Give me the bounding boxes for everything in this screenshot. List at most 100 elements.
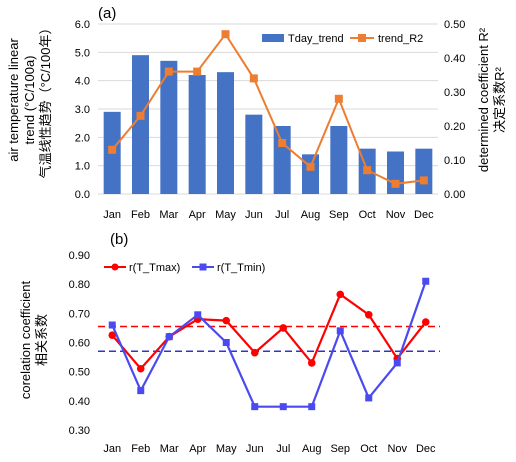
panel-a-left-ticks: 0.0 1.0 2.0 3.0 4.0 5.0 6.0: [75, 19, 90, 201]
panel-b-xtick-apr: Apr: [189, 443, 206, 455]
panel-a-y2label-line-2: 决定系数R²: [492, 66, 507, 132]
panel-a-right-axis-title: determined coefficient R² 决定系数R²: [476, 27, 507, 172]
panel-a-left-axis-title: air temperature linear trend (°C/100a) 气…: [6, 22, 53, 179]
panel-a-ytick-5-0: 5.0: [75, 47, 90, 59]
marker-r-t-tmax-aug: [307, 359, 316, 367]
marker-r-t-tmin-sep: [336, 327, 344, 335]
panel-b-legend: r(T_Tmax) r(T_Tmin): [104, 262, 265, 274]
panel-b-xtick-dec: Dec: [416, 443, 436, 455]
legend-label-tday-trend: Tday_trend: [288, 33, 344, 45]
bar-tday-trend-may: [217, 72, 234, 194]
marker-r-t-tmax-oct: [364, 310, 373, 319]
panel-a-ylabel-line-1: air temperature linear: [6, 38, 21, 162]
panel-a-x-ticks: Jan Feb Mar Apr May Jun Jul Aug Sep Oct Nov Dec: [103, 209, 434, 221]
panel-b-ytick-0-60: 0.60: [69, 338, 90, 350]
marker-r-t-tmin-mar: [165, 333, 173, 341]
panel-a-xtick-jun: Jun: [245, 209, 263, 221]
bar-tday-trend-feb: [132, 55, 149, 194]
panel-b-ytick-0-80: 0.80: [69, 279, 90, 291]
panel-a-xtick-aug: Aug: [301, 209, 321, 221]
panel-a-ytick-3-0: 3.0: [75, 104, 90, 116]
marker-r-t-tmin-jun: [251, 403, 259, 411]
bar-tday-trend-jul: [273, 126, 291, 194]
bar-tday-trend-dec: [415, 148, 433, 194]
panel-a-y2label-line-1: determined coefficient R²: [476, 27, 491, 172]
panel-a-xtick-nov: Nov: [386, 209, 406, 221]
panel-a-xtick-sep: Sep: [329, 209, 349, 221]
marker-r-t-tmin-feb: [137, 387, 145, 395]
panel-a-xtick-dec: Dec: [414, 209, 434, 221]
line-r-t-tmax: [111, 292, 427, 371]
bar-tday-trend-jun: [245, 114, 263, 194]
panel-a-label: (a): [98, 5, 116, 22]
panel-a-legend: Tday_trend trend_R2: [262, 33, 423, 45]
panel-b-xtick-jul: Jul: [276, 443, 290, 455]
legend-marker-r-tmin: [199, 263, 207, 271]
panel-b-xtick-jun: Jun: [246, 443, 264, 455]
marker-trend-r2-may: [221, 30, 230, 39]
marker-r-t-tmax-may: [222, 316, 231, 325]
panel-b-ytick-0-40: 0.40: [69, 396, 90, 408]
marker-trend-r2-feb: [136, 111, 145, 120]
panel-b-ytick-0-30: 0.30: [69, 425, 90, 437]
panel-a-ytick-6-0: 6.0: [75, 19, 90, 31]
line-trend-r2: [111, 32, 424, 185]
legend-label-r-tmax: r(T_Tmax): [129, 262, 180, 274]
marker-r-t-tmax-dec: [421, 318, 430, 326]
panel-a-y2tick-0-40: 0.40: [444, 53, 465, 65]
marker-trend-r2-nov: [391, 179, 400, 188]
panel-a-xtick-mar: Mar: [159, 209, 178, 221]
legend-label-r-tmin: r(T_Tmin): [217, 262, 265, 274]
panel-a-y2tick-0-20: 0.20: [444, 121, 465, 133]
legend-marker-trend-r2: [358, 34, 366, 42]
panel-b-xtick-aug: Aug: [302, 443, 322, 455]
panel-a-xtick-jul: Jul: [275, 209, 289, 221]
panel-b-correlation-chart: (b) 0.30 0.40 0.50 0.60 0.70 0.80 0.90 Jan Feb M…: [18, 231, 440, 455]
marker-r-t-tmin-apr: [194, 311, 202, 319]
panel-a-xtick-feb: Feb: [131, 209, 150, 221]
panel-b-label: (b): [110, 231, 128, 248]
panel-b-reference-lines: [98, 325, 440, 352]
panel-a-bars: [103, 55, 433, 195]
panel-b-ylabel-line-1: corelation coefficient: [18, 280, 33, 399]
marker-trend-r2-oct: [363, 166, 372, 175]
panel-a-xtick-may: May: [215, 209, 236, 221]
panel-a-ytick-2-0: 2.0: [75, 132, 90, 144]
marker-r-t-tmin-jul: [279, 403, 287, 411]
marker-r-t-tmax-sep: [336, 290, 345, 299]
panel-a-xtick-apr: Apr: [189, 209, 206, 221]
marker-r-t-tmax-jun: [250, 348, 259, 357]
marker-trend-r2-aug: [306, 162, 315, 171]
panel-a-gridlines: [98, 23, 438, 195]
panel-b-xtick-feb: Feb: [131, 443, 150, 455]
panel-a-ytick-4-0: 4.0: [75, 76, 90, 88]
bar-tday-trend-mar: [160, 60, 178, 195]
panel-b-xtick-may: May: [216, 443, 237, 455]
marker-trend-r2-dec: [419, 176, 428, 185]
bar-tday-trend-sep: [330, 126, 348, 194]
marker-r-t-tmin-nov: [393, 359, 401, 367]
bar-tday-trend-apr: [188, 75, 206, 194]
panel-b-ytick-0-50: 0.50: [69, 367, 90, 379]
panel-b-ylabel-line-2: 相关系数: [34, 314, 49, 366]
marker-r-t-tmax-feb: [136, 364, 145, 373]
panel-b-axis-title: corelation coefficient 相关系数: [18, 280, 49, 399]
panel-b-xtick-sep: Sep: [330, 443, 350, 455]
panel-b-xtick-mar: Mar: [160, 443, 179, 455]
marker-r-t-tmin-aug: [308, 403, 316, 411]
marker-r-t-tmin-dec: [422, 277, 430, 285]
marker-r-t-tmin-jan: [108, 321, 116, 329]
panel-b-xtick-nov: Nov: [387, 443, 407, 455]
panel-a-xtick-jan: Jan: [103, 209, 121, 221]
marker-trend-r2-jun: [249, 74, 258, 83]
panel-b-series-lines: [108, 277, 430, 411]
legend-label-trend-r2: trend_R2: [378, 33, 423, 45]
panel-b-x-ticks: Jan Feb Mar Apr May Jun Jul Aug Sep Oct Nov Dec: [103, 443, 436, 455]
marker-trend-r2-sep: [334, 94, 343, 103]
panel-a-ylabel-line-2: trend (°C/100a): [22, 55, 37, 144]
panel-b-xtick-oct: Oct: [360, 443, 377, 455]
marker-r-t-tmax-jul: [279, 324, 288, 332]
panel-a-y2tick-0-50: 0.50: [444, 19, 465, 31]
marker-trend-r2-jan: [108, 145, 117, 154]
marker-trend-r2-apr: [193, 67, 202, 76]
